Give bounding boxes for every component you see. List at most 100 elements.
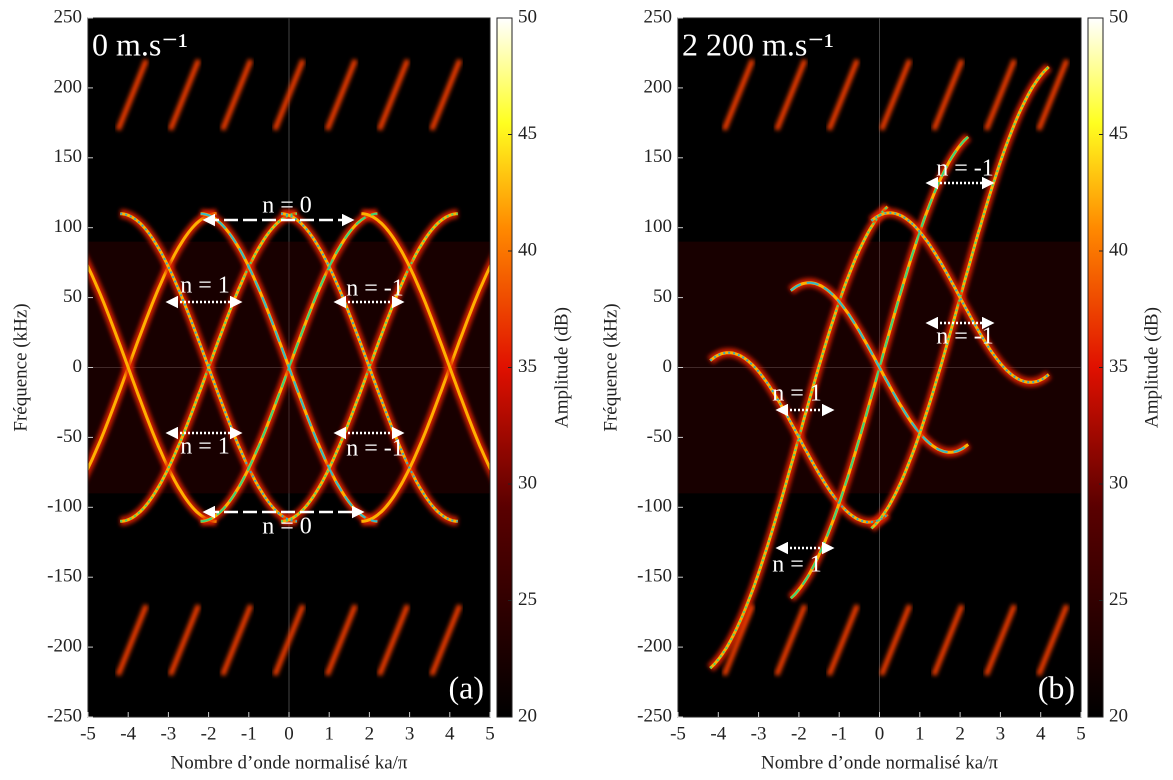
colorbar-tick-label: 35 — [1109, 356, 1128, 377]
y-axis-label: Fréquence (kHz) — [600, 303, 621, 431]
mode-label: n = 0 — [262, 514, 312, 540]
y-tick-label: -150 — [47, 566, 82, 587]
mode-label: n = -1 — [936, 156, 994, 182]
streak — [88, 263, 217, 523]
streak-replica — [983, 59, 1017, 131]
colorbar-tick-label: 20 — [1109, 705, 1128, 726]
streak-replica — [115, 59, 149, 131]
x-tick-label: 3 — [405, 723, 415, 744]
y-tick-label: -50 — [57, 426, 82, 447]
y-tick-label: 150 — [644, 146, 673, 167]
streak-replica — [879, 59, 913, 131]
y-tick-label: 250 — [644, 6, 673, 27]
x-tick-label: 1 — [324, 723, 334, 744]
x-tick-label: 4 — [1036, 723, 1046, 744]
plot-content — [678, 18, 1081, 717]
y-tick-label: 50 — [653, 286, 672, 307]
streak — [120, 212, 298, 523]
x-tick-label: 2 — [365, 723, 375, 744]
streak-replica — [220, 604, 254, 676]
x-tick-label: -2 — [791, 723, 807, 744]
y-axis-label: Fréquence (kHz) — [10, 303, 31, 431]
streak-replica — [931, 59, 965, 131]
velocity-label: 2 200 m.s⁻¹ — [682, 26, 834, 62]
colorbar-tick-label: 30 — [1109, 472, 1128, 493]
streak-replica — [272, 59, 306, 131]
streak-replica — [722, 604, 755, 676]
y-tick-label: -250 — [47, 705, 82, 726]
streak-replica — [168, 604, 201, 676]
colorbar-tick-label: 25 — [518, 589, 537, 610]
x-tick-label: 5 — [485, 723, 495, 744]
x-tick-label: -1 — [241, 723, 257, 744]
y-tick-label: 0 — [663, 356, 673, 377]
x-tick-label: -3 — [160, 723, 176, 744]
streak-replica — [1036, 59, 1070, 131]
y-tick-label: 100 — [644, 216, 673, 237]
x-tick-label: -4 — [710, 723, 726, 744]
x-tick-label: 2 — [955, 723, 965, 744]
theory-curve — [200, 212, 378, 523]
y-tick-label: 50 — [63, 286, 82, 307]
y-tick-label: 200 — [644, 76, 673, 97]
streak-replica — [826, 604, 860, 676]
x-tick-label: -5 — [80, 723, 96, 744]
colorbar-tick-label: 40 — [1109, 239, 1128, 260]
colorbar-tick-label: 35 — [518, 356, 537, 377]
x-tick-label: -1 — [831, 723, 847, 744]
streak-replica — [272, 604, 306, 676]
panel-label: (b) — [1038, 669, 1075, 705]
colorbar-tick-label: 20 — [518, 705, 537, 726]
colorbar-tick-label: 50 — [518, 6, 537, 27]
streak-replica — [879, 604, 913, 676]
streak-replica — [1036, 604, 1070, 676]
x-tick-label: 0 — [875, 723, 885, 744]
streak-replica — [377, 59, 410, 131]
colorbar-label: Amplitude (dB) — [1141, 307, 1162, 428]
velocity-label: 0 m.s⁻¹ — [92, 26, 188, 62]
streak-replica — [429, 604, 463, 676]
y-tick-label: -50 — [647, 426, 672, 447]
y-tick-label: -150 — [637, 566, 672, 587]
x-tick-label: 1 — [915, 723, 925, 744]
streak-replica — [826, 59, 860, 131]
colorbar-tick-label: 50 — [1109, 6, 1128, 27]
y-tick-label: -100 — [47, 496, 82, 517]
x-tick-label: -5 — [670, 723, 686, 744]
streak — [361, 212, 490, 472]
x-tick-label: -3 — [751, 723, 767, 744]
streak-replica — [324, 604, 358, 676]
y-tick-label: 200 — [54, 76, 83, 97]
streak-replica — [429, 59, 463, 131]
theory-curve — [870, 66, 1050, 530]
y-tick-label: 0 — [73, 356, 83, 377]
colorbar-tick-label: 30 — [518, 472, 537, 493]
streak — [280, 212, 458, 523]
streak-replica — [377, 604, 410, 676]
y-tick-label: 100 — [54, 216, 83, 237]
streak-replica — [774, 604, 808, 676]
streak-replica — [168, 59, 201, 131]
y-tick-label: -100 — [637, 496, 672, 517]
mode-label: n = -1 — [346, 436, 404, 462]
mode-label: n = -1 — [936, 324, 994, 350]
x-tick-label: -2 — [201, 723, 217, 744]
colorbar-tick-label: 45 — [1109, 123, 1128, 144]
theory-curve — [870, 211, 1050, 384]
x-axis-label: Nombre d’onde normalisé ka/π — [171, 752, 408, 773]
y-tick-label: 150 — [54, 146, 83, 167]
x-tick-label: 5 — [1076, 723, 1086, 744]
y-tick-label: -200 — [637, 635, 672, 656]
x-tick-label: 4 — [445, 723, 455, 744]
x-tick-label: 3 — [996, 723, 1006, 744]
colorbar-label: Amplitude (dB) — [551, 307, 572, 428]
theory-curve — [709, 351, 889, 524]
streak-replica — [931, 604, 965, 676]
colorbar-tick-label: 25 — [1109, 589, 1128, 610]
plot-content — [88, 18, 490, 717]
streak-replica — [722, 59, 755, 131]
mode-label: n = 1 — [180, 434, 230, 460]
mode-label: n = 1 — [772, 552, 822, 578]
theory-curve — [790, 281, 969, 454]
